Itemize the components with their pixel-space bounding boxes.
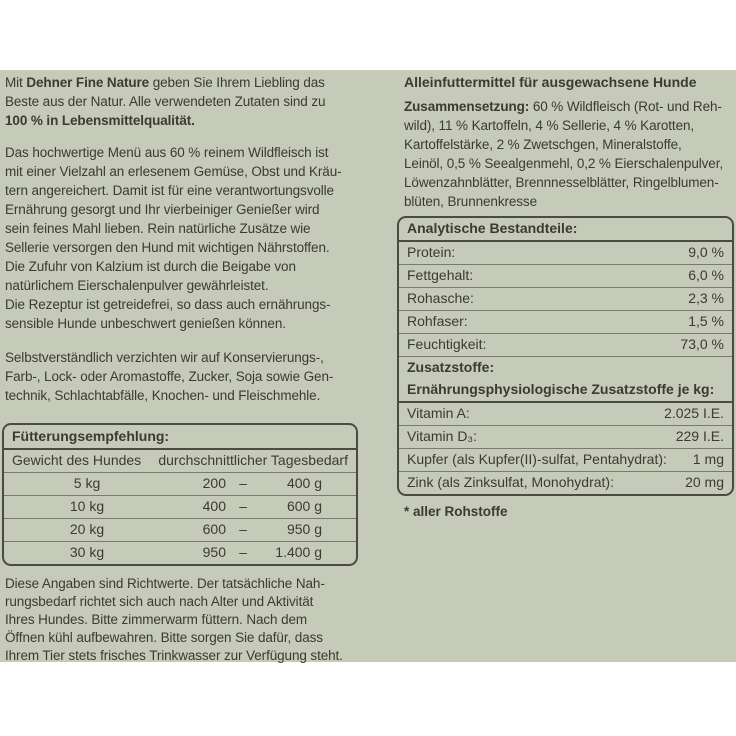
additive-value: 20 mg — [685, 474, 724, 490]
header-daily-amount: durchschnittlicher Tagesbedarf — [158, 452, 348, 468]
composition-paragraph: Zusammensetzung: 60 % Wildfleisch (Rot- … — [397, 97, 734, 211]
additives-subtitle: Ernährungsphysiologische Zusatzstoffe je… — [399, 379, 732, 403]
additive-value: 2.025 I.E. — [664, 405, 724, 421]
amount-min-cell: 200 — [202, 475, 226, 491]
analysis-row: Protein: 9,0 % — [399, 242, 732, 264]
amount-min-cell: 600 — [202, 521, 226, 537]
intro-mid: geben Sie Ihrem Liebling das Beste aus d… — [5, 75, 326, 109]
complete-feed-heading: Alleinfuttermittel für ausgewachsene Hun… — [404, 74, 697, 90]
feeding-table: Fütterungsempfehlung: Gewicht des Hundes… — [2, 423, 358, 566]
additive-row: Zink (als Zinksulfat, Monohydrat): 20 mg — [399, 471, 732, 494]
analysis-label: Rohasche: — [407, 290, 474, 306]
additive-value: 229 I.E. — [675, 428, 724, 444]
amount-max-cell: 1.400 g — [275, 544, 322, 560]
composition-text: 60 % Wildfleisch (Rot- und Reh- wild), 1… — [404, 99, 724, 209]
analysis-label: Protein: — [407, 244, 456, 260]
analysis-value: 2,3 % — [688, 290, 724, 306]
amount-min-cell: 400 — [202, 498, 226, 514]
raw-materials-footnote: * aller Rohstoffe — [404, 504, 508, 519]
analysis-row: Rohfaser: 1,5 % — [399, 310, 732, 333]
additive-label: Vitamin A: — [407, 405, 470, 421]
additive-row: Vitamin A: 2.025 I.E. — [399, 403, 732, 425]
intro-paragraph: Mit Dehner Fine Nature geben Sie Ihrem L… — [2, 73, 360, 130]
dash-cell: – — [239, 521, 247, 537]
weight-cell: 10 kg — [69, 498, 105, 514]
feeding-row: 20 kg 600 – 950 g — [4, 518, 356, 541]
feeding-table-title: Fütterungsempfehlung: — [4, 425, 356, 450]
feeding-row: 5 kg 200 – 400 g — [4, 472, 356, 495]
green-band — [0, 70, 736, 662]
dash-cell: – — [239, 544, 247, 560]
quality-claim: 100 % in Lebensmittelqualität. — [5, 113, 195, 128]
weight-cell: 20 kg — [69, 521, 105, 537]
analysis-title: Analytische Bestandteile: — [399, 218, 732, 242]
intro-pre: Mit — [5, 75, 27, 90]
additive-row: Vitamin D₃: 229 I.E. — [399, 425, 732, 448]
feeding-table-header: Gewicht des Hundes durchschnittlicher Ta… — [4, 450, 356, 472]
analysis-row: Fettgehalt: 6,0 % — [399, 264, 732, 287]
dash-cell: – — [239, 498, 247, 514]
additives-title: Zusatzstoffe: — [399, 356, 732, 379]
amount-max-cell: 600 g — [286, 498, 322, 514]
no-additives-paragraph: Selbstverständlich verzichten wir auf Ko… — [5, 350, 334, 403]
guideline-note: Diese Angaben sind Richtwerte. Der tatsä… — [5, 576, 343, 663]
analysis-table: Analytische Bestandteile: Protein: 9,0 %… — [397, 216, 734, 496]
description-paragraph: Das hochwertige Menü aus 60 % reinem Wil… — [5, 145, 342, 331]
additive-label: Kupfer (als Kupfer(II)-sulfat, Pentahydr… — [407, 451, 667, 467]
analysis-value: 1,5 % — [688, 313, 724, 329]
analysis-row: Rohasche: 2,3 % — [399, 287, 732, 310]
analysis-label: Feuchtigkeit: — [407, 336, 487, 352]
analysis-row: Feuchtigkeit: 73,0 % — [399, 333, 732, 356]
additive-label: Zink (als Zinksulfat, Monohydrat): — [407, 474, 614, 490]
feeding-row: 30 kg 950 – 1.400 g — [4, 541, 356, 564]
left-column: Mit Dehner Fine Nature geben Sie Ihrem L… — [2, 70, 360, 665]
dash-cell: – — [239, 475, 247, 491]
feeding-row: 10 kg 400 – 600 g — [4, 495, 356, 518]
composition-label: Zusammensetzung: — [404, 99, 530, 114]
weight-cell: 30 kg — [69, 544, 105, 560]
amount-min-cell: 950 — [202, 544, 226, 560]
additive-value: 1 mg — [692, 451, 724, 467]
analysis-label: Fettgehalt: — [407, 267, 474, 283]
analysis-value: 9,0 % — [688, 244, 724, 260]
header-weight: Gewicht des Hundes — [12, 452, 142, 468]
amount-max-cell: 400 g — [286, 475, 322, 491]
analysis-label: Rohfaser: — [407, 313, 468, 329]
additive-row: Kupfer (als Kupfer(II)-sulfat, Pentahydr… — [399, 448, 732, 471]
right-column: Alleinfuttermittel für ausgewachsene Hun… — [397, 70, 734, 519]
analysis-value: 73,0 % — [680, 336, 724, 352]
additive-label: Vitamin D₃: — [407, 428, 478, 444]
analysis-value: 6,0 % — [688, 267, 724, 283]
amount-max-cell: 950 g — [286, 521, 322, 537]
brand-name: Dehner Fine Nature — [26, 75, 150, 90]
weight-cell: 5 kg — [73, 475, 101, 491]
